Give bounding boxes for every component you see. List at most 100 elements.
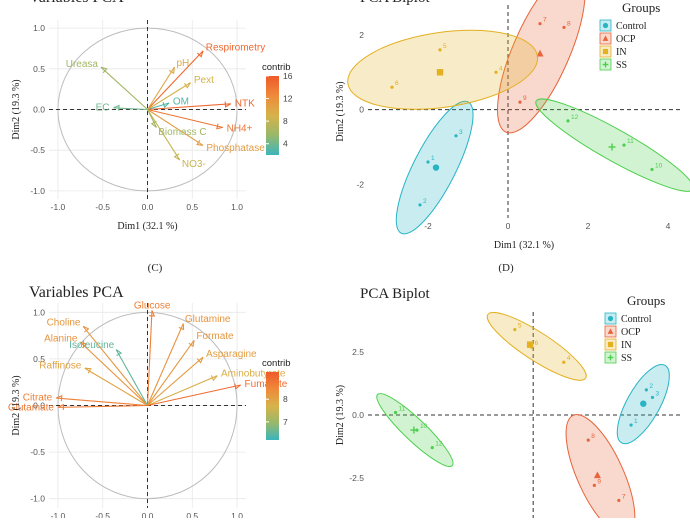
variable-arrow-head (196, 139, 204, 146)
variable-arrow-head (84, 367, 92, 374)
chart-title: PCA Biplot (360, 286, 430, 302)
variable-arrow-line (147, 339, 195, 406)
variable-arrow-line (147, 356, 204, 406)
sample-label: 4 (567, 355, 571, 362)
x-tick-label: -0.5 (95, 202, 110, 212)
x-axis-label: Dim1 (32.1 %) (494, 240, 554, 251)
variable-arrow-line (100, 66, 148, 110)
sample-point (426, 160, 430, 164)
x-tick-label: 0.5 (186, 202, 198, 212)
sample-label: 2 (423, 198, 427, 205)
sample-label: 7 (543, 17, 547, 24)
y-tick-label: -1.0 (30, 186, 45, 196)
colorbar-tick-label: 12 (283, 94, 293, 104)
y-tick-label: 2 (359, 30, 364, 40)
legend-entry: OCP (616, 34, 636, 45)
x-tick-label: 0.0 (142, 202, 154, 212)
sample-label: 3 (459, 129, 463, 136)
colorbar-tick-label: 8 (283, 394, 288, 404)
colorbar-tick-label: 7 (283, 417, 288, 427)
variable-label: Isoleucine (69, 340, 114, 351)
variable-arrow-head (210, 375, 218, 382)
sample-point (393, 410, 398, 415)
variable-label: NO3- (182, 159, 206, 170)
x-tick-label: 2 (586, 221, 591, 231)
variable-arrow-line (147, 108, 223, 128)
variable-label: NTK (235, 98, 255, 109)
sample-point (592, 483, 596, 487)
sample-point (454, 134, 458, 138)
legend-marker (607, 315, 614, 322)
y-tick-label: -0.5 (30, 447, 45, 457)
variable-label: NH4+ (227, 124, 253, 135)
legend-title: Groups (627, 293, 665, 308)
variable-arrow-head (216, 123, 223, 130)
variable-label: Phosphatase (206, 143, 265, 154)
legend-marker (602, 48, 609, 55)
sample-point (518, 100, 522, 104)
y-axis-label: Dim2 (19.3 %) (11, 79, 22, 139)
sample-label: 9 (523, 95, 527, 102)
sample-label: 10 (655, 162, 663, 169)
sample-point (562, 25, 566, 30)
legend-entry: Control (621, 314, 652, 325)
group-ellipse (497, 0, 586, 134)
variable-arrow-line (146, 310, 153, 406)
chart-title: PCA Biplot (360, 0, 430, 6)
legend-title: Groups (622, 0, 660, 15)
variable-arrow-line (147, 103, 231, 111)
group-ellipse (565, 414, 636, 523)
variable-arrow-line (82, 325, 148, 406)
sample-point (586, 438, 590, 442)
sample-point (390, 85, 394, 89)
variable-arrow-line (147, 109, 204, 146)
variable-arrow-line (147, 102, 170, 111)
sample-label: 12 (571, 114, 579, 121)
variable-arrow-head (149, 310, 156, 317)
x-tick-label: 0 (506, 221, 511, 231)
sample-label: 7 (622, 493, 626, 500)
colorbar-tick-label: 16 (283, 71, 293, 81)
group-ellipse (486, 311, 587, 381)
sample-label: 6 (395, 80, 399, 87)
sample-point (418, 203, 422, 207)
variable-label: EC (96, 103, 110, 114)
colorbar-tick-label: 8 (283, 116, 288, 126)
variable-arrow-head (150, 120, 157, 128)
variable-label: Pext (194, 75, 214, 86)
y-tick-label: -0.5 (30, 145, 45, 155)
variable-label: Biomass C (158, 127, 206, 138)
sample-label: 5 (443, 43, 447, 50)
legend-entry: OCP (621, 327, 641, 338)
sample-label: 4 (499, 65, 503, 72)
sample-point (617, 498, 621, 503)
variable-arrow-head (168, 67, 175, 75)
sample-label: 9 (597, 478, 601, 485)
variable-arrow-line (79, 341, 148, 406)
x-tick-label: -0.5 (95, 511, 110, 518)
variable-arrow-head (188, 340, 195, 348)
variable-arrow-head (113, 104, 120, 111)
sample-label: 5 (518, 323, 522, 330)
variable-arrow-line (147, 50, 204, 110)
variable-arrow-head (173, 153, 181, 161)
y-axis-label: Dim2 (19.3 %) (335, 81, 346, 141)
variable-arrow-head (57, 403, 64, 410)
variable-arrow-line (147, 375, 218, 407)
sample-point (566, 119, 570, 123)
x-axis-label: Dim1 (32.1 %) (117, 221, 177, 232)
sample-label: 3 (655, 390, 659, 397)
sample-point (438, 48, 442, 52)
variable-arrow-line (146, 323, 184, 406)
y-tick-label: 1.0 (33, 307, 45, 317)
legend-entry: IN (621, 340, 632, 351)
y-tick-label: 0.0 (33, 401, 45, 411)
variable-arrow-line (147, 384, 241, 407)
colorbar-title: contrib (262, 62, 291, 73)
sample-label: 10 (420, 423, 428, 430)
sample-label: 6 (535, 340, 539, 347)
variable-arrow-head (55, 395, 63, 402)
